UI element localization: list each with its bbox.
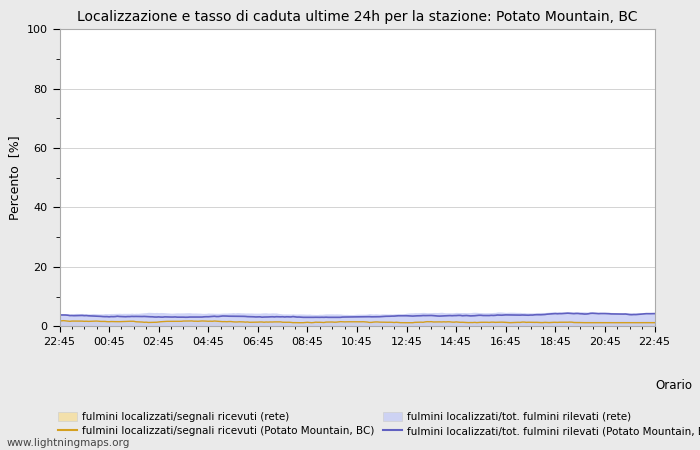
Text: www.lightningmaps.org: www.lightningmaps.org (7, 438, 130, 448)
Legend: fulmini localizzati/segnali ricevuti (rete), fulmini localizzati/segnali ricevut: fulmini localizzati/segnali ricevuti (re… (54, 407, 700, 440)
Text: Orario: Orario (655, 379, 692, 392)
Title: Localizzazione e tasso di caduta ultime 24h per la stazione: Potato Mountain, BC: Localizzazione e tasso di caduta ultime … (77, 10, 637, 24)
Y-axis label: Percento  [%]: Percento [%] (8, 135, 21, 220)
